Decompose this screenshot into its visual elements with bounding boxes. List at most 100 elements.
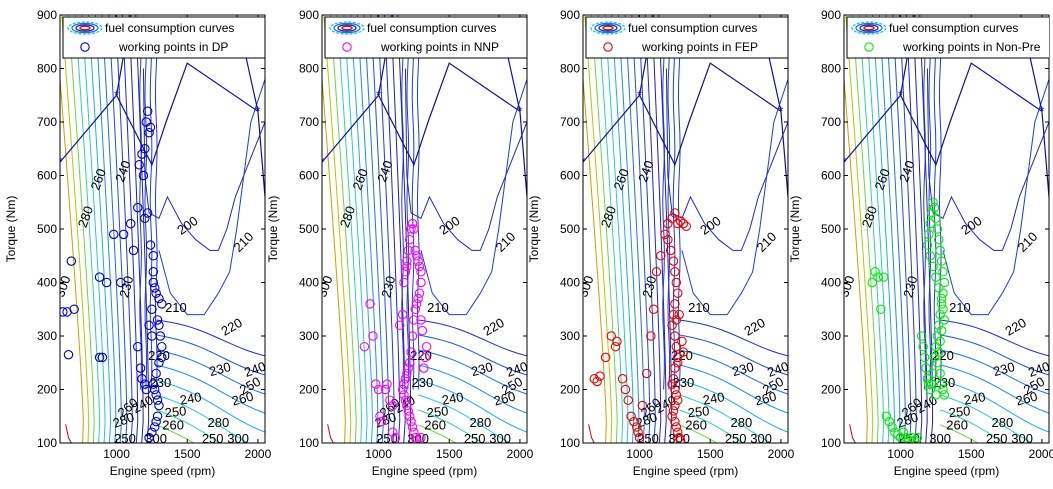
contour-line	[155, 409, 221, 443]
data-point	[672, 218, 683, 229]
contour-line	[327, 424, 334, 443]
y-tick-label: 200	[821, 383, 841, 397]
contour-line	[418, 349, 527, 395]
data-point	[924, 379, 934, 389]
contour-label: 230	[900, 274, 920, 299]
contour-line	[912, 15, 928, 443]
data-point	[402, 261, 412, 272]
data-point	[870, 267, 880, 277]
contour-line	[67, 15, 95, 443]
contour-line	[631, 15, 651, 443]
data-point	[404, 234, 415, 245]
data-point	[675, 216, 686, 226]
data-point	[152, 315, 163, 325]
contour-label: 250	[202, 431, 224, 446]
y-tick-label: 800	[560, 62, 580, 76]
y-tick-label: 300	[560, 329, 580, 343]
data-point	[141, 384, 151, 395]
contour-label: 250	[426, 403, 449, 420]
star-marker: *	[580, 154, 585, 169]
contour-label: 300	[929, 431, 951, 446]
data-point	[656, 251, 666, 261]
contour-label: 260	[349, 167, 371, 193]
contour-line	[679, 349, 788, 395]
y-tick-label: 500	[821, 222, 841, 236]
data-point	[147, 427, 157, 438]
contour-line	[155, 424, 195, 443]
data-point	[66, 256, 77, 266]
data-point	[925, 384, 935, 395]
data-point	[404, 357, 415, 368]
star-marker: *	[1039, 103, 1044, 118]
data-point	[397, 309, 408, 320]
data-point	[395, 320, 405, 331]
y-tick-label: 100	[37, 436, 57, 450]
contour-label: 280	[337, 204, 359, 230]
contour-label: 230	[639, 274, 659, 299]
contour-line	[156, 319, 265, 357]
data-point	[151, 390, 161, 400]
contour-210	[158, 79, 265, 316]
y-tick-label: 900	[821, 8, 841, 22]
data-point	[678, 218, 689, 229]
contour-line	[678, 424, 718, 443]
legend: fuel consumption curves working points in…	[62, 16, 265, 59]
contour-line	[323, 15, 352, 443]
data-point	[629, 416, 639, 427]
legend-point-icon	[864, 42, 874, 52]
data-point	[399, 390, 409, 400]
contour-label: 220	[148, 348, 170, 363]
data-point	[135, 363, 146, 373]
contour-line	[939, 409, 1005, 443]
y-tick-label: 400	[299, 276, 319, 290]
data-point	[157, 299, 167, 309]
data-point	[133, 202, 143, 213]
contour-line	[651, 15, 667, 443]
contour-line	[390, 15, 406, 443]
data-point	[668, 406, 679, 416]
data-point	[402, 400, 412, 411]
contour-line	[406, 47, 410, 390]
data-point	[410, 304, 421, 314]
legend-point-icon	[80, 42, 90, 52]
contour-line	[940, 319, 1049, 357]
contour-line	[844, 72, 868, 443]
data-point	[154, 320, 164, 331]
contour-label: 260	[424, 418, 446, 433]
y-tick-label: 200	[37, 383, 57, 397]
y-axis-label: Torque (Nm)	[527, 196, 541, 263]
y-tick-label: 200	[299, 383, 319, 397]
data-point	[929, 202, 940, 213]
star-marker: *	[898, 87, 903, 102]
y-tick-label: 800	[37, 62, 57, 76]
data-point	[151, 416, 161, 427]
data-point	[382, 379, 392, 389]
contour-line	[383, 15, 401, 443]
contour-line	[885, 15, 906, 443]
contour-200	[142, 68, 265, 251]
data-point	[148, 277, 159, 288]
x-axis-label: Engine speed (rpm)	[633, 464, 738, 478]
legend-contour-icon	[79, 25, 91, 31]
star-marker: *	[114, 87, 119, 102]
data-point	[152, 395, 163, 405]
y-tick-label: 100	[821, 436, 841, 450]
data-point	[933, 234, 944, 245]
contour-label: 260	[685, 418, 707, 433]
contour-line	[418, 334, 527, 376]
legend-contour-icon	[329, 21, 365, 35]
contour-line	[899, 15, 917, 443]
data-point	[375, 411, 385, 421]
data-point	[610, 341, 621, 352]
legend: fuel consumption curves working points in…	[324, 16, 527, 59]
data-point	[148, 251, 159, 261]
data-point	[671, 390, 682, 400]
contour-line	[919, 15, 934, 443]
contour-label: 250	[725, 431, 747, 446]
contour-label: 230	[934, 375, 956, 390]
legend-point-icon	[603, 42, 613, 52]
contour-label: 230	[116, 274, 136, 299]
contour-line	[417, 409, 483, 443]
contour-label: 240	[896, 159, 918, 185]
legend-entry-points: working points in DP	[118, 40, 228, 54]
